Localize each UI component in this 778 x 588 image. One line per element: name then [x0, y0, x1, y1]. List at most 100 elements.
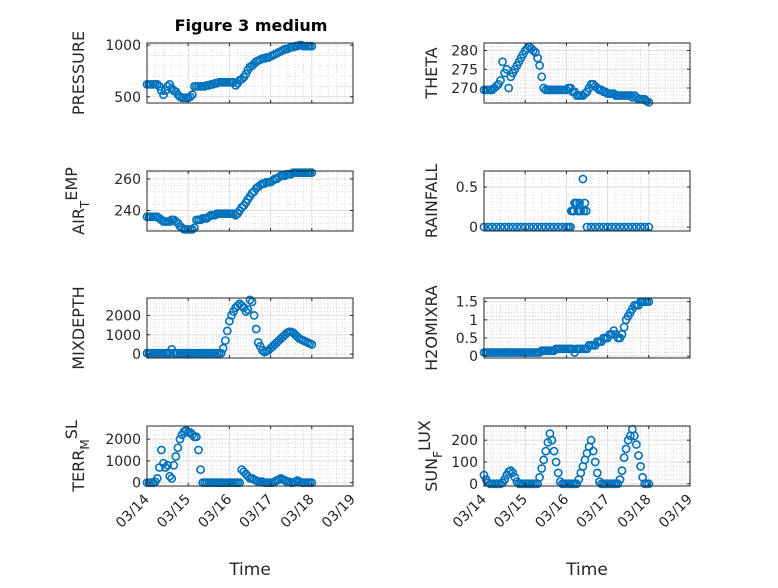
- data-point: [498, 57, 507, 67]
- axes-box: [483, 42, 691, 104]
- data-point: [592, 468, 602, 478]
- data-point: [500, 475, 509, 484]
- data-point: [496, 76, 505, 85]
- series-points: [142, 40, 317, 103]
- y-tick-label: 2000: [105, 308, 141, 324]
- data-point: [231, 81, 240, 90]
- y-tick-label: 1000: [105, 38, 141, 54]
- data-point: [615, 475, 625, 484]
- axes-box: [483, 297, 691, 359]
- x-axis-label: Time: [565, 560, 608, 580]
- y-tick-label: 0.5: [456, 331, 478, 347]
- data-point: [175, 434, 185, 444]
- data-point: [167, 473, 177, 483]
- data-point: [634, 451, 643, 460]
- data-point: [161, 463, 170, 472]
- y-tick-label: 280: [451, 44, 478, 60]
- data-point: [535, 472, 544, 482]
- series-points: [479, 42, 654, 107]
- data-point: [531, 48, 540, 57]
- data-point: [243, 305, 253, 314]
- data-point: [547, 435, 557, 445]
- data-point: [194, 445, 203, 455]
- y-tick-label: 2000: [105, 432, 141, 448]
- data-point: [237, 301, 247, 311]
- y-tick-label: 1000: [105, 328, 141, 344]
- y-tick-label: 500: [114, 90, 141, 106]
- subplot-mixdepth: 0 1000 2000 MIXDEPTH: [69, 286, 354, 370]
- data-point: [590, 457, 600, 467]
- series-points: [479, 297, 654, 357]
- data-point: [187, 90, 197, 100]
- data-point: [502, 64, 512, 74]
- y-tick-label: 1000: [105, 454, 141, 470]
- data-point: [504, 83, 514, 93]
- data-point: [586, 435, 596, 445]
- series-points: [142, 425, 317, 488]
- subplot-rainfall: 0 0.5 RAINFALL: [422, 164, 691, 239]
- data-point: [181, 425, 191, 435]
- y-tick-label: 0.5: [456, 180, 478, 196]
- data-point: [237, 74, 247, 84]
- data-point: [222, 326, 232, 336]
- data-point: [580, 198, 590, 208]
- data-point: [191, 432, 201, 442]
- data-point: [171, 452, 181, 461]
- data-point: [506, 466, 516, 476]
- data-point: [588, 446, 598, 456]
- data-point: [623, 435, 633, 445]
- series-points: [142, 295, 317, 358]
- data-point: [251, 324, 261, 334]
- y-axis-label: H2OMIXRA: [422, 285, 441, 371]
- y-axis-label: PRESSURE: [69, 31, 88, 115]
- data-point: [307, 168, 317, 177]
- y-axis-label: AIRTEMP: [62, 167, 92, 235]
- axes-box: [146, 425, 354, 487]
- subplot-pressure: 500 1000 PRESSURE: [69, 31, 354, 115]
- data-point: [572, 198, 582, 208]
- data-point: [617, 466, 627, 476]
- series-points: [479, 174, 654, 232]
- data-point: [169, 460, 179, 470]
- axes-box: [483, 170, 691, 232]
- data-point: [508, 468, 518, 478]
- subplot-air-temp: 240 260 AIRTEMP: [62, 167, 354, 235]
- series-points: [479, 424, 654, 489]
- data-point: [541, 446, 551, 456]
- data-point: [592, 83, 602, 93]
- y-tick-label: 1.5: [456, 295, 478, 311]
- y-axis-label: RAINFALL: [422, 164, 441, 239]
- y-tick-label: 0: [132, 347, 141, 363]
- data-point: [307, 340, 317, 349]
- axes-box: [146, 297, 354, 359]
- data-point: [165, 217, 175, 226]
- data-point: [154, 82, 164, 91]
- data-point: [241, 307, 251, 316]
- data-point: [491, 81, 501, 91]
- axes-box: [483, 425, 691, 487]
- data-point: [196, 215, 205, 225]
- data-point: [537, 72, 547, 82]
- data-point: [572, 479, 582, 489]
- y-tick-label: 200: [451, 433, 478, 449]
- data-point: [581, 206, 591, 216]
- data-point: [173, 443, 183, 453]
- data-point: [539, 455, 549, 465]
- data-point: [535, 61, 544, 70]
- data-point: [613, 479, 623, 489]
- series-points: [142, 168, 317, 234]
- figure-title: Figure 3 medium: [175, 16, 328, 35]
- data-point: [165, 80, 175, 89]
- data-point: [185, 92, 195, 102]
- y-tick-label: 100: [451, 455, 478, 471]
- y-tick-label: 0: [469, 349, 478, 365]
- y-tick-label: 1: [469, 313, 478, 329]
- data-point: [597, 85, 606, 95]
- data-point: [249, 310, 259, 320]
- data-point: [152, 80, 162, 89]
- x-axis-label: Time: [228, 560, 271, 580]
- data-point: [576, 206, 586, 216]
- y-tick-label: 270: [451, 81, 478, 97]
- y-axis-label: TERRMSL: [62, 420, 92, 493]
